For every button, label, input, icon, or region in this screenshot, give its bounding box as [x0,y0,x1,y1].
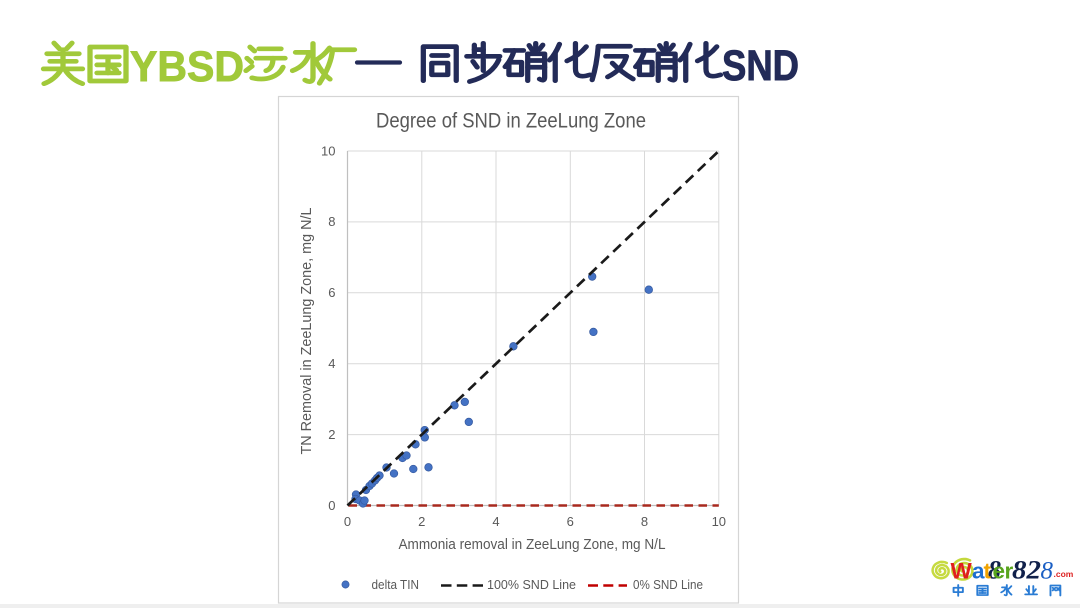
svg-text:t: t [984,559,992,584]
svg-text:SND: SND [722,42,799,90]
svg-text:10: 10 [321,143,335,158]
svg-text:8: 8 [1041,558,1054,585]
svg-text:W: W [951,559,973,584]
svg-text:2: 2 [328,427,335,442]
svg-text:4: 4 [328,356,335,371]
svg-text:r: r [1005,559,1014,584]
svg-text:delta TIN: delta TIN [372,577,420,592]
svg-text:0: 0 [344,514,351,529]
svg-text:10: 10 [712,514,726,529]
svg-text:YBSD: YBSD [130,43,244,91]
svg-text:Ammonia removal in ZeeLung Zon: Ammonia removal in ZeeLung Zone, mg N/L [399,537,666,553]
svg-text:82: 82 [1012,556,1041,585]
svg-text:8: 8 [988,556,1001,585]
svg-text:2: 2 [418,514,425,529]
svg-text:6: 6 [567,514,574,529]
svg-text:0% SND Line: 0% SND Line [633,577,703,592]
svg-text:Degree of SND in ZeeLung Zone: Degree of SND in ZeeLung Zone [376,109,646,133]
svg-text:a: a [972,559,985,584]
svg-text:e: e [993,559,1006,584]
svg-text:TN Removal in ZeeLung Zone, mg: TN Removal in ZeeLung Zone, mg N/L [299,208,315,455]
svg-text:8: 8 [328,214,335,229]
svg-text:6: 6 [328,285,335,300]
svg-text:8: 8 [641,514,648,529]
svg-text:4: 4 [492,514,499,529]
svg-text:0: 0 [328,498,335,513]
svg-text:100% SND Line: 100% SND Line [487,577,576,592]
svg-text:.com: .com [1054,569,1074,579]
